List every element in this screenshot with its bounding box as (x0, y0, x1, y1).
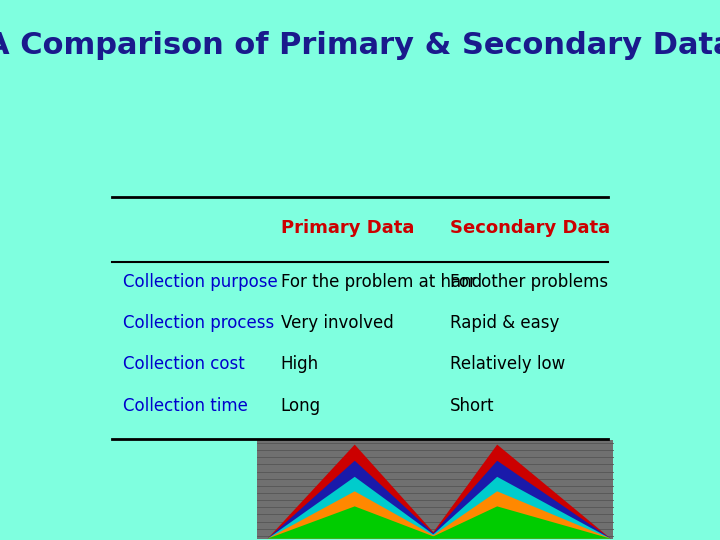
Text: Long: Long (281, 397, 321, 415)
Text: Collection time: Collection time (122, 397, 248, 415)
Text: Very involved: Very involved (281, 314, 394, 332)
Text: Collection cost: Collection cost (122, 355, 244, 374)
Text: Primary Data: Primary Data (281, 219, 414, 237)
Text: High: High (281, 355, 319, 374)
Polygon shape (268, 444, 439, 538)
FancyBboxPatch shape (257, 440, 613, 538)
Text: Short: Short (450, 397, 494, 415)
Polygon shape (268, 477, 439, 538)
Polygon shape (268, 461, 439, 538)
Polygon shape (428, 444, 611, 538)
Text: Collection purpose: Collection purpose (122, 273, 277, 291)
Text: Rapid & easy: Rapid & easy (450, 314, 559, 332)
Polygon shape (428, 477, 611, 538)
Polygon shape (268, 507, 439, 538)
Text: For the problem at hand: For the problem at hand (281, 273, 482, 291)
Text: A Comparison of Primary & Secondary Data: A Comparison of Primary & Secondary Data (0, 31, 720, 60)
Text: For other problems: For other problems (450, 273, 608, 291)
Polygon shape (428, 507, 611, 538)
Text: Collection process: Collection process (122, 314, 274, 332)
Text: Relatively low: Relatively low (450, 355, 565, 374)
Polygon shape (428, 461, 611, 538)
Polygon shape (268, 491, 439, 538)
Text: Secondary Data: Secondary Data (450, 219, 610, 237)
Polygon shape (428, 491, 611, 538)
